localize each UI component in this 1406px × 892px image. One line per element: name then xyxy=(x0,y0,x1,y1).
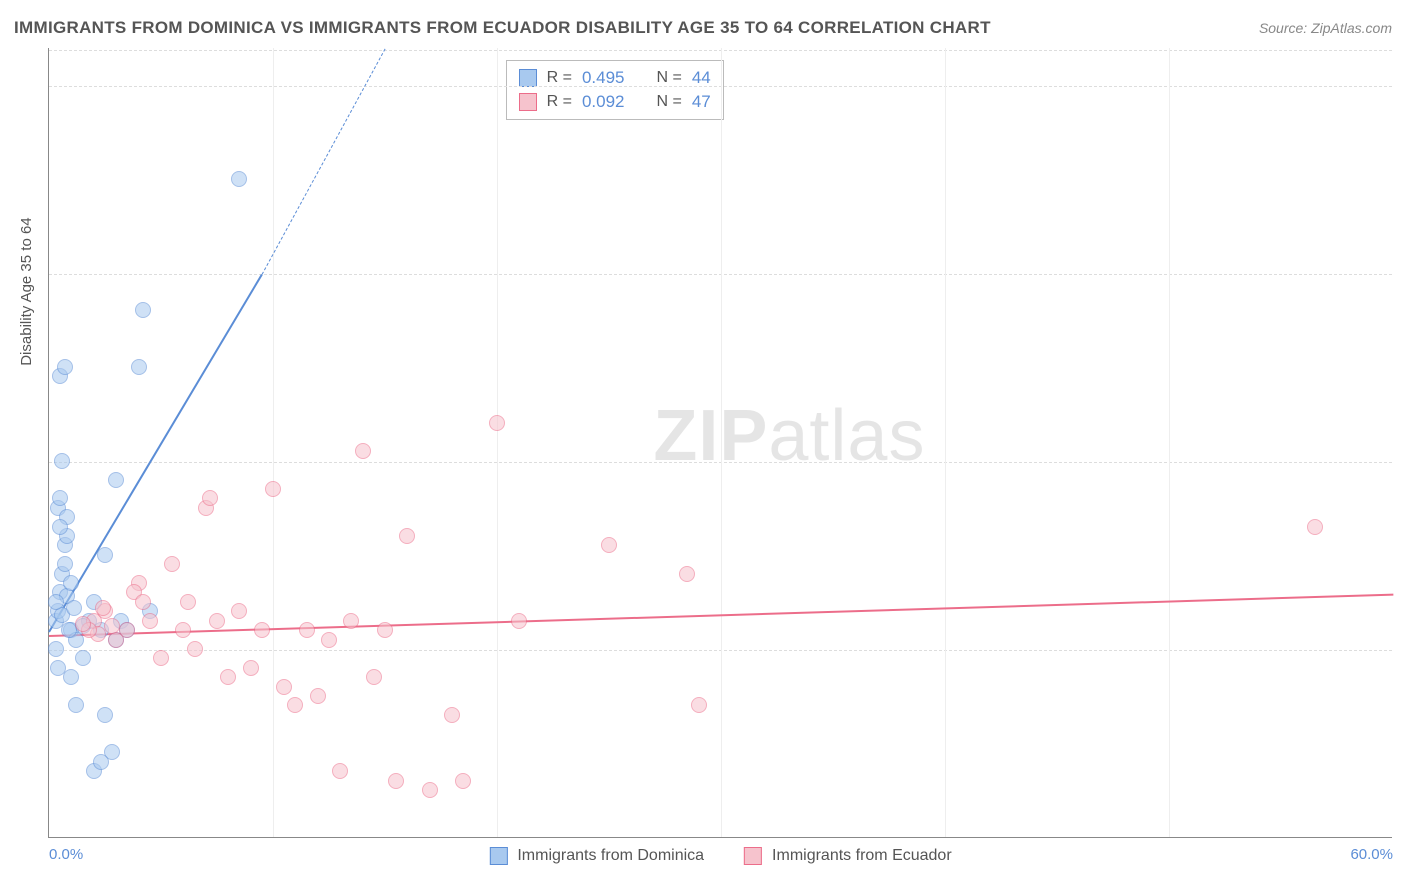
data-point xyxy=(422,782,438,798)
data-point xyxy=(153,650,169,666)
stat-n-label: N = xyxy=(657,93,682,111)
chart-plot-area: ZIPatlas R = 0.495N = 44R = 0.092N = 47 … xyxy=(48,48,1392,838)
data-point xyxy=(75,616,91,632)
data-point xyxy=(97,547,113,563)
data-point xyxy=(50,660,66,676)
data-point xyxy=(187,641,203,657)
series-swatch xyxy=(489,847,507,865)
data-point xyxy=(455,773,471,789)
data-point xyxy=(180,594,196,610)
data-point xyxy=(332,763,348,779)
data-point xyxy=(343,613,359,629)
y-tick-label: 10.0% xyxy=(1398,641,1406,658)
data-point xyxy=(131,359,147,375)
data-point xyxy=(679,566,695,582)
data-point xyxy=(511,613,527,629)
data-point xyxy=(388,773,404,789)
legend-label: Immigrants from Ecuador xyxy=(772,847,952,865)
data-point xyxy=(1307,519,1323,535)
stats-row: R = 0.092 N = 47 xyxy=(519,90,711,114)
data-point xyxy=(489,415,505,431)
gridline-v xyxy=(273,48,274,837)
data-point xyxy=(287,697,303,713)
data-point xyxy=(366,669,382,685)
data-point xyxy=(355,443,371,459)
data-point xyxy=(66,600,82,616)
x-tick-label: 0.0% xyxy=(49,846,83,863)
data-point xyxy=(231,603,247,619)
data-point xyxy=(299,622,315,638)
data-point xyxy=(254,622,270,638)
data-point xyxy=(209,613,225,629)
legend-item: Immigrants from Dominica xyxy=(489,847,704,865)
data-point xyxy=(57,556,73,572)
data-point xyxy=(142,613,158,629)
data-point xyxy=(63,669,79,685)
data-point xyxy=(444,707,460,723)
y-axis-label: Disability Age 35 to 64 xyxy=(18,217,35,365)
data-point xyxy=(75,650,91,666)
source-label: Source: ZipAtlas.com xyxy=(1259,20,1392,36)
gridline-v xyxy=(945,48,946,837)
data-point xyxy=(108,472,124,488)
data-point xyxy=(54,453,70,469)
data-point xyxy=(399,528,415,544)
data-point xyxy=(48,594,64,610)
data-point xyxy=(164,556,180,572)
series-swatch xyxy=(519,93,537,111)
data-point xyxy=(265,481,281,497)
data-point xyxy=(95,600,111,616)
data-point xyxy=(377,622,393,638)
data-point xyxy=(119,622,135,638)
data-point xyxy=(52,490,68,506)
stats-legend-box: R = 0.495N = 44R = 0.092N = 47 xyxy=(506,60,724,120)
legend-item: Immigrants from Ecuador xyxy=(744,847,952,865)
x-tick-label: 60.0% xyxy=(1350,846,1393,863)
data-point xyxy=(276,679,292,695)
stat-n-value: 47 xyxy=(692,92,711,112)
stat-r-label: R = xyxy=(547,69,572,87)
data-point xyxy=(48,641,64,657)
data-point xyxy=(231,171,247,187)
stat-r-value: 0.092 xyxy=(582,92,625,112)
data-point xyxy=(135,302,151,318)
data-point xyxy=(104,618,120,634)
gridline-v xyxy=(1169,48,1170,837)
data-point xyxy=(601,537,617,553)
y-tick-label: 30.0% xyxy=(1398,265,1406,282)
data-point xyxy=(97,707,113,723)
y-tick-label: 20.0% xyxy=(1398,453,1406,470)
watermark: ZIPatlas xyxy=(653,395,925,477)
data-point xyxy=(243,660,259,676)
chart-title: IMMIGRANTS FROM DOMINICA VS IMMIGRANTS F… xyxy=(14,18,991,38)
data-point xyxy=(93,754,109,770)
data-point xyxy=(135,594,151,610)
data-point xyxy=(220,669,236,685)
trend-line xyxy=(261,48,385,274)
data-point xyxy=(68,697,84,713)
series-swatch xyxy=(744,847,762,865)
legend-label: Immigrants from Dominica xyxy=(517,847,704,865)
trend-line xyxy=(48,274,263,632)
y-tick-label: 40.0% xyxy=(1398,77,1406,94)
data-point xyxy=(310,688,326,704)
stat-n-label: N = xyxy=(657,69,682,87)
stat-r-label: R = xyxy=(547,93,572,111)
series-swatch xyxy=(519,69,537,87)
data-point xyxy=(63,575,79,591)
data-point xyxy=(52,519,68,535)
data-point xyxy=(175,622,191,638)
data-point xyxy=(321,632,337,648)
gridline-v xyxy=(497,48,498,837)
gridline-v xyxy=(721,48,722,837)
series-legend: Immigrants from Dominica Immigrants from … xyxy=(489,847,951,865)
data-point xyxy=(57,359,73,375)
data-point xyxy=(202,490,218,506)
data-point xyxy=(691,697,707,713)
